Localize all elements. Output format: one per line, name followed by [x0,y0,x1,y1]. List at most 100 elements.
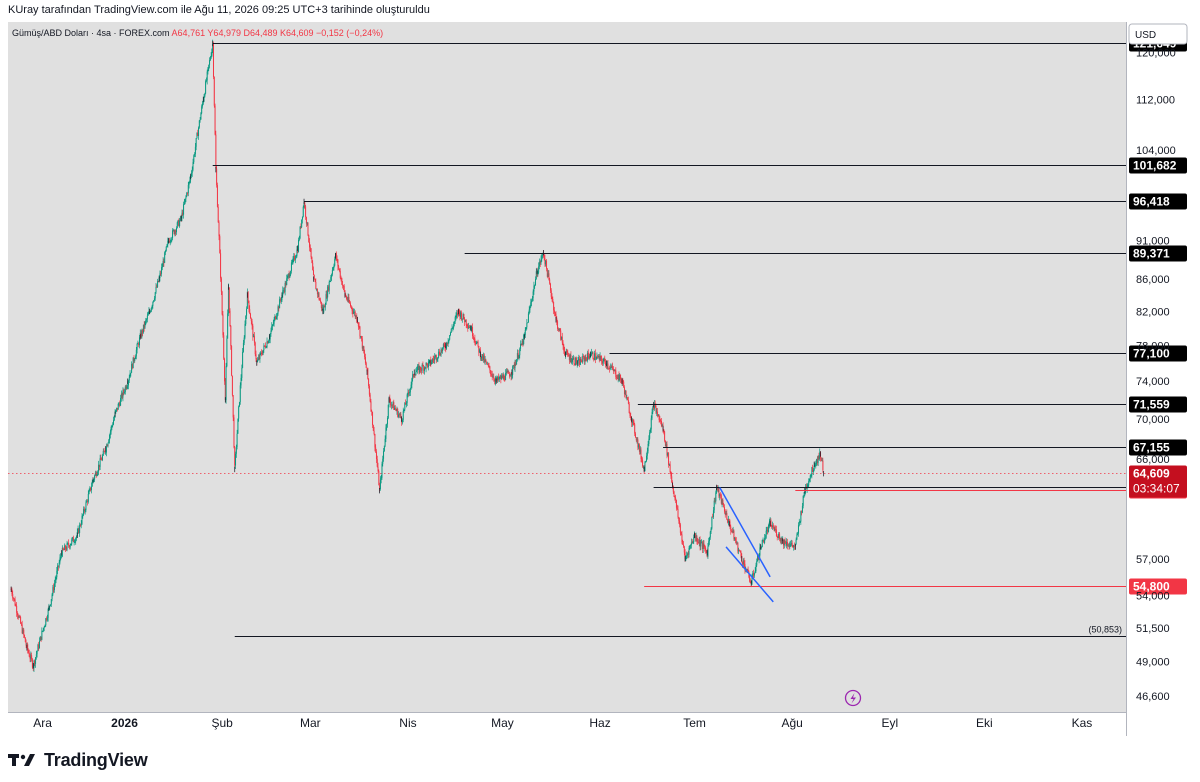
candle [638,443,640,455]
candle [453,321,455,327]
candle-body [339,270,341,278]
candle-body [791,543,793,546]
currency-badge[interactable]: USD [1128,23,1188,45]
candle-body [602,361,604,364]
candle-body [378,471,380,486]
candle-body [506,371,508,373]
candle-body [542,254,544,256]
candle [690,544,692,549]
candle-body [700,542,702,547]
candle-body [409,388,411,393]
candle-body [357,322,359,327]
candle-body [106,445,108,447]
candle-body [294,256,296,260]
candle [435,354,437,364]
candle-body [282,290,284,296]
candle-body [719,494,721,497]
candle [740,550,742,559]
candle [506,368,508,375]
candle [178,218,180,227]
tradingview-logo-icon[interactable] [8,752,38,768]
candle [620,374,622,384]
candle-body [412,374,414,379]
candle-body [616,378,618,379]
candle [738,547,740,555]
candle-body [798,522,800,526]
candle [496,376,498,383]
candle [67,542,69,545]
candle [446,342,448,346]
candle [368,378,370,389]
candle-body [612,368,614,372]
candle [70,543,72,546]
candle-body [309,241,311,248]
candle-body [68,543,70,546]
candle [423,366,425,375]
level-price-label: 96,418 [1129,193,1187,210]
candle [391,404,393,409]
level-price-label: 101,682 [1129,157,1187,174]
candle [427,363,429,369]
candle [306,221,308,226]
candle [316,288,318,292]
candle [739,550,741,553]
candle-body [575,357,577,365]
candle [471,325,473,333]
candle [779,531,781,542]
tradingview-brand[interactable]: TradingView [44,749,148,770]
candle-body [319,299,321,301]
candle [613,369,615,372]
candle-body [383,445,385,452]
candle [511,374,513,380]
candle [314,278,316,283]
candle-body [683,544,685,547]
level-label-text: 89,371 [1133,247,1170,261]
candle-body [644,462,646,472]
candle-body [324,304,326,308]
candle [414,373,416,378]
candle-body [743,560,745,564]
candle [582,353,584,364]
candle-body [821,460,823,462]
candle [173,229,175,235]
candle [373,426,375,436]
candle-body [616,377,618,379]
candle [554,311,556,317]
candle [185,195,187,203]
candle [669,461,671,474]
candle [317,291,319,298]
candle-body [520,343,522,346]
candle-body [442,344,444,348]
candle-body [182,212,184,215]
candle [637,437,639,451]
candle-body [667,452,669,456]
candle [672,485,674,494]
candle [765,526,767,539]
candle-body [690,542,692,546]
candle-body [471,327,473,331]
candle [642,457,644,468]
candle-body [207,67,209,72]
candle [193,154,195,164]
candle [442,347,444,354]
candle-body [167,240,169,245]
lightning-icon[interactable] [844,689,862,707]
candle-body [188,181,190,186]
x-tick-label: Mar [300,716,321,730]
candle [102,448,104,457]
candle [24,637,26,643]
candle-body [680,532,682,535]
candle [427,359,429,371]
candle [214,103,216,136]
candle-body [583,356,585,362]
candle-body [359,326,361,337]
candle [372,424,374,432]
candle-body [166,244,168,247]
candle [605,358,607,368]
price-chart[interactable]: Gümüş/ABD Doları · 4sa · FOREX.com A64,7… [8,22,1192,736]
candle-body [701,542,703,549]
candle-body [432,359,434,360]
candle-body [501,375,503,380]
candle [97,470,99,476]
candle-body [97,471,99,475]
